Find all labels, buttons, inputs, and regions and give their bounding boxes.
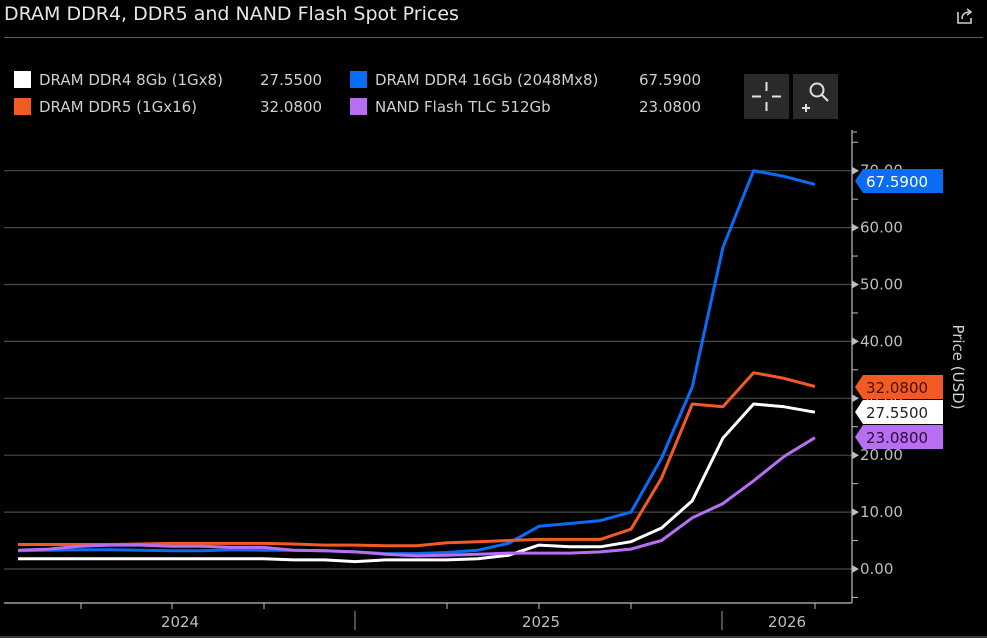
y-tick-label: 40.00 — [860, 332, 903, 350]
last-value-tag — [855, 425, 943, 449]
legend-label: DRAM DDR4 16Gb (2048Mx8) — [375, 71, 599, 89]
y-tick-marker — [852, 394, 859, 403]
y-tick-marker — [852, 280, 859, 289]
zoom-button[interactable] — [793, 74, 838, 119]
last-value-label: 32.0800 — [866, 379, 928, 397]
last-value-label: 27.5500 — [866, 404, 928, 422]
legend-swatch — [14, 98, 31, 115]
legend-swatch — [350, 71, 367, 88]
series-line-dram-ddr5-1gx16[interactable] — [18, 371, 816, 548]
title-divider — [4, 37, 983, 38]
legend-item-ddr4-8gb[interactable]: DRAM DDR4 8Gb (1Gx8) 27.5500 — [14, 70, 322, 90]
y-tick-label: 20.00 — [860, 446, 903, 464]
y-tick-label: 60.00 — [860, 219, 903, 237]
legend-swatch — [350, 98, 367, 115]
legend-value: 67.5900 — [639, 71, 702, 89]
legend-label: DRAM DDR5 (1Gx16) — [39, 98, 198, 116]
y-tick-marker — [852, 508, 859, 517]
series-line-nand-flash-tlc-512gb[interactable] — [17, 436, 816, 558]
legend-value: 23.0800 — [639, 98, 702, 116]
series-line-dram-ddr4-16gb-2048mx8[interactable] — [17, 169, 816, 556]
chart-title: DRAM DDR4, DDR5 and NAND Flash Spot Pric… — [4, 3, 459, 25]
series-line-dram-ddr4-8gb-1gx8[interactable] — [18, 402, 816, 564]
y-tick-label: 0.00 — [860, 560, 893, 578]
y-tick-marker — [852, 223, 859, 232]
x-tick-label: 2026 — [768, 613, 806, 631]
y-tick-label: 50.00 — [860, 276, 903, 294]
last-value-tag — [855, 169, 943, 193]
share-external-icon[interactable] — [955, 6, 975, 26]
legend-label: DRAM DDR4 8Gb (1Gx8) — [39, 71, 223, 89]
y-tick-marker — [852, 337, 859, 346]
y-tick-marker — [852, 166, 859, 175]
y-tick-label: 10.00 — [860, 503, 903, 521]
x-tick-label: 2025 — [522, 613, 560, 631]
y-axis-label: Price (USD) — [949, 324, 967, 409]
legend-value: 27.5500 — [260, 71, 323, 89]
crosshair-icon — [752, 82, 781, 111]
x-tick-label: 2024 — [161, 613, 199, 631]
crosshair-button[interactable] — [744, 74, 789, 119]
y-tick-marker — [852, 565, 859, 573]
y-tick-marker — [852, 451, 859, 460]
last-value-label: 23.0800 — [866, 429, 928, 447]
legend-label: NAND Flash TLC 512Gb — [375, 98, 551, 116]
legend-item-ddr4-16gb[interactable]: DRAM DDR4 16Gb (2048Mx8) 67.5900 — [350, 70, 701, 90]
last-value-label: 67.5900 — [866, 173, 928, 191]
legend-item-ddr5[interactable]: DRAM DDR5 (1Gx16) 32.0800 — [14, 97, 322, 117]
bottom-border — [0, 636, 987, 638]
legend-item-nand-tlc[interactable]: NAND Flash TLC 512Gb 23.0800 — [350, 97, 701, 117]
last-value-tag — [855, 400, 943, 424]
zoom-in-icon — [802, 82, 829, 112]
last-value-tag — [855, 375, 943, 399]
legend-value: 32.0800 — [260, 98, 323, 116]
legend-swatch — [14, 71, 31, 88]
